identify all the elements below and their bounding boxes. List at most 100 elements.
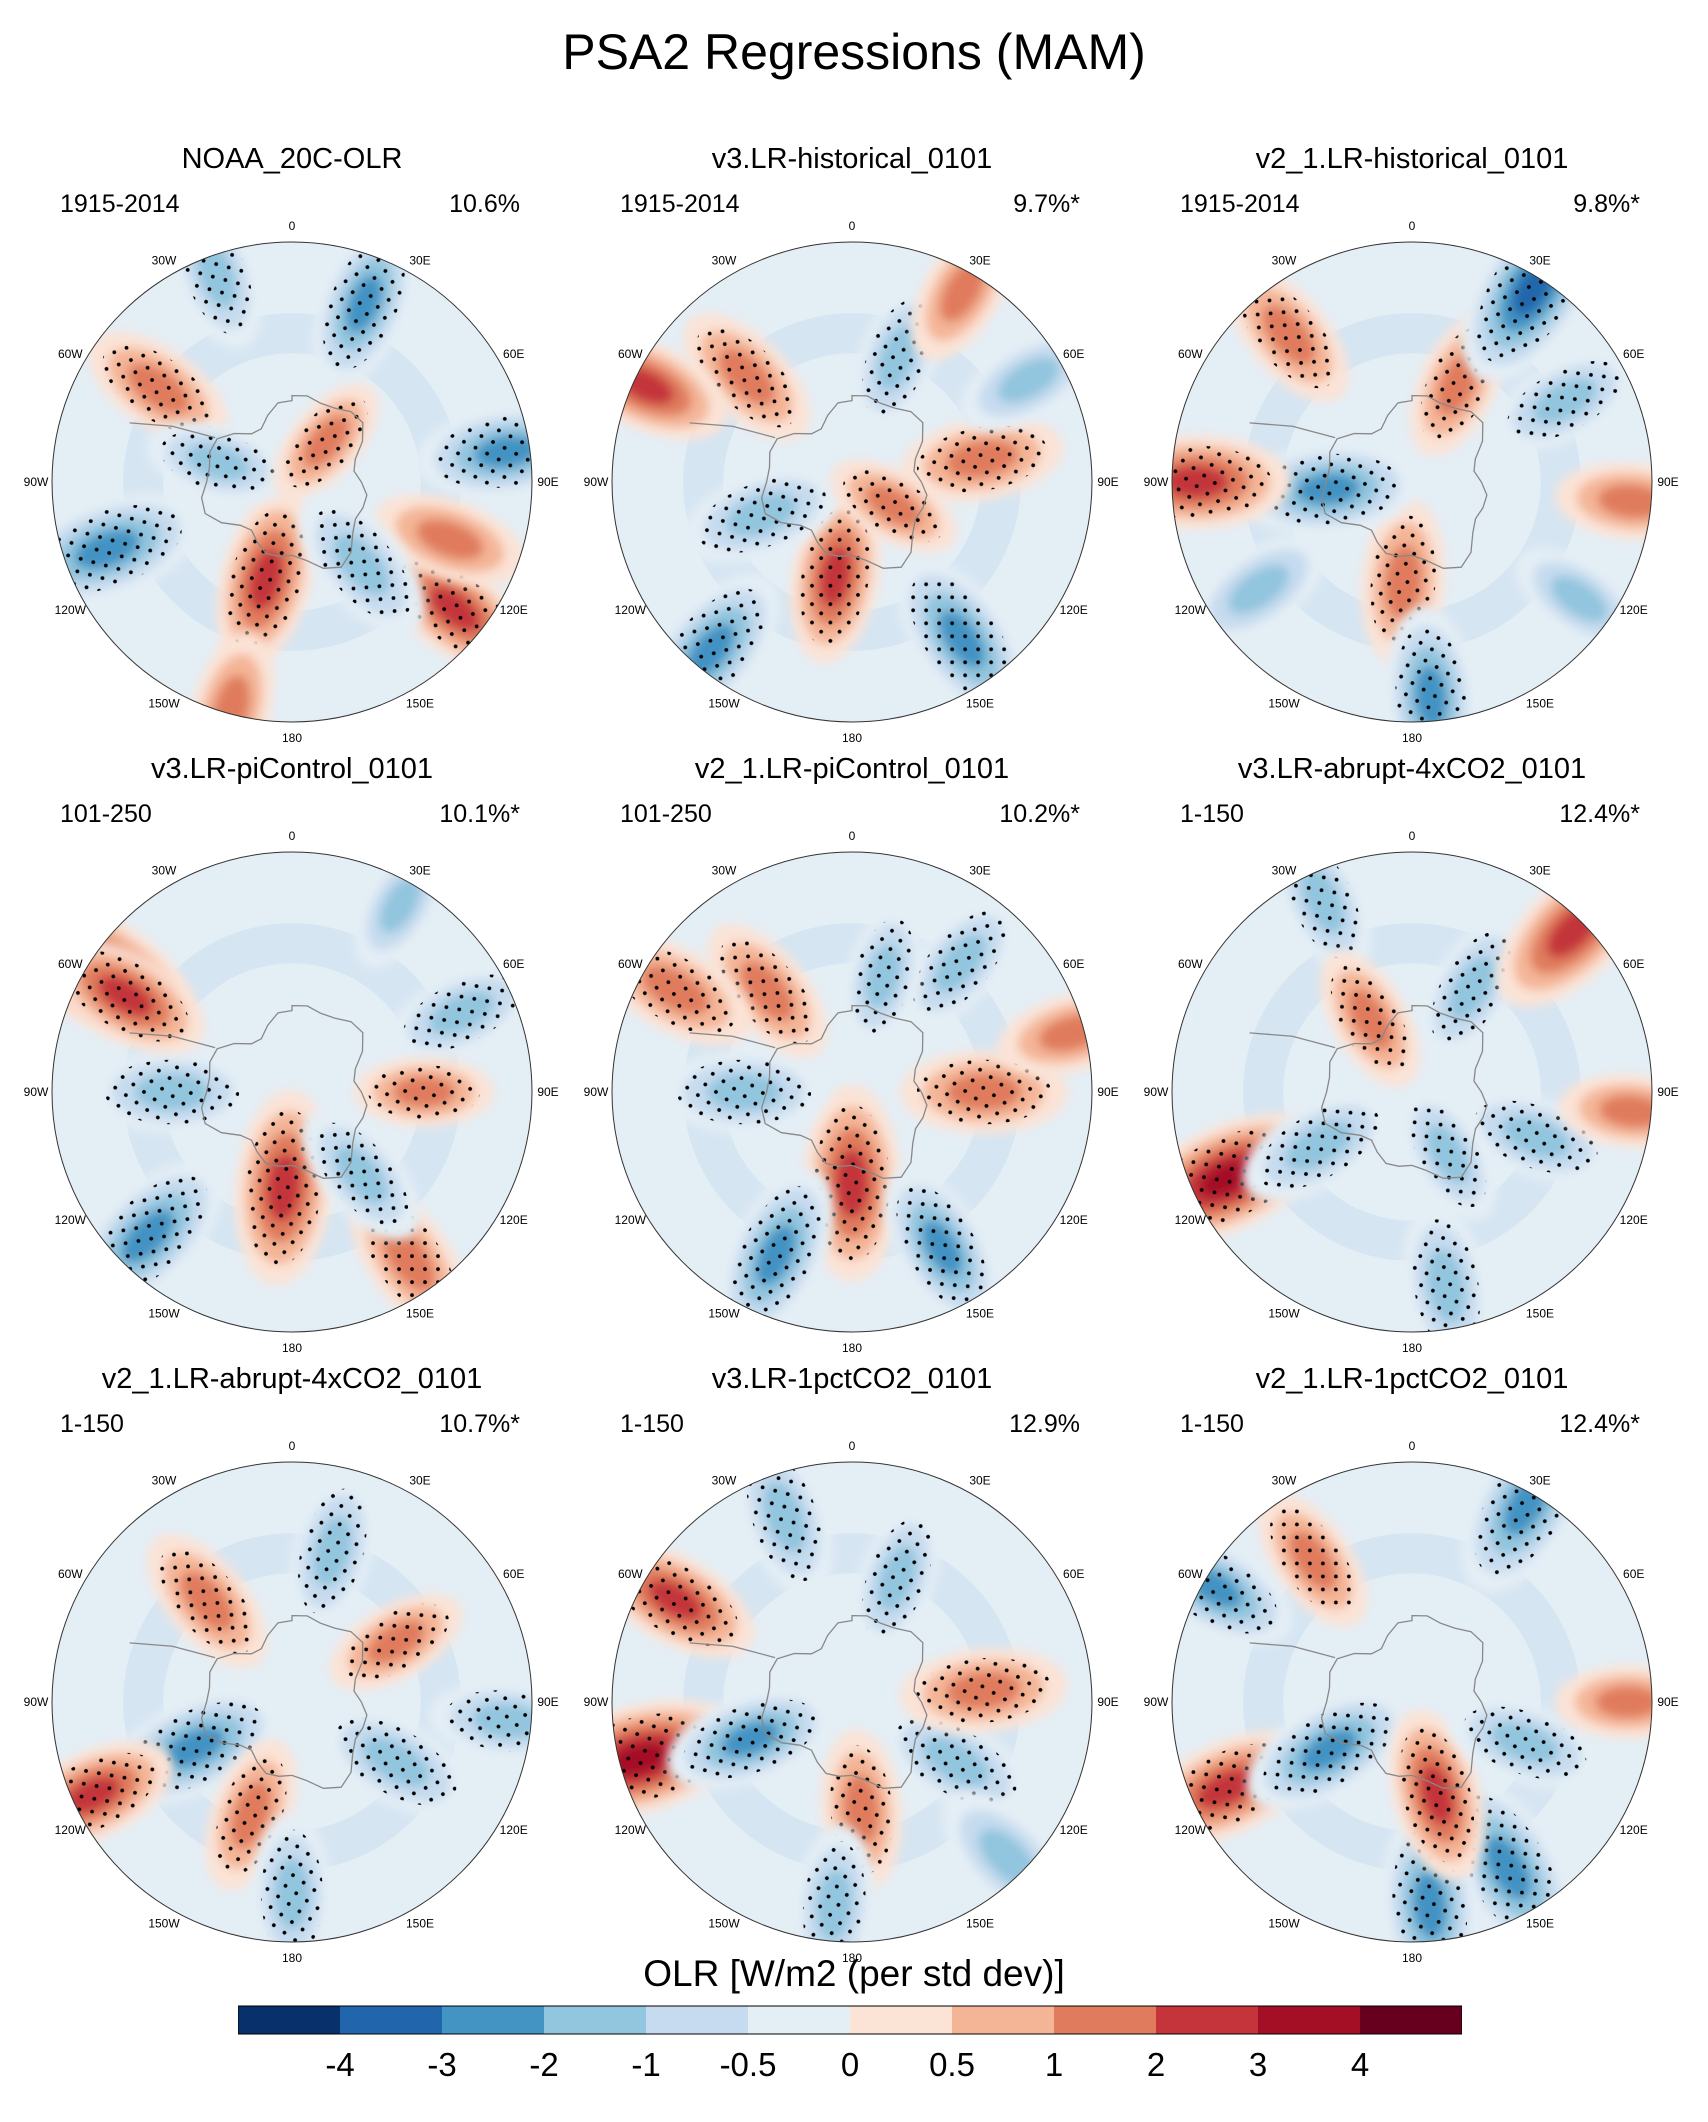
colorbar-tick-label: -4 (325, 2046, 354, 2083)
south-america-coastline (1249, 1032, 1336, 1049)
anomaly-contour (1228, 564, 1290, 614)
panel-variance: 9.8%* (1573, 190, 1640, 218)
panel-years: 101-250 (60, 800, 152, 828)
longitude-label: 90E (537, 475, 558, 489)
anomaly-contour (379, 876, 421, 933)
colorbar-tick-label: 3 (1249, 2046, 1267, 2083)
colorbar-swatch (1360, 2006, 1462, 2034)
positive-anomaly (188, 632, 275, 722)
colorbar-tick-label: -0.5 (720, 2046, 777, 2083)
anomaly-contour (1597, 484, 1652, 519)
anomaly-contour (1599, 1094, 1652, 1128)
longitude-label: 0 (289, 829, 296, 843)
panel-years: 1915-2014 (60, 190, 180, 218)
significance-stipple (1255, 453, 1401, 525)
longitude-label: 120W (615, 1213, 647, 1227)
significance-stipple (746, 1462, 823, 1582)
longitude-label: 90E (1097, 1695, 1118, 1709)
panel-variance: 10.6% (449, 190, 520, 218)
panel-variance: 12.4%* (1559, 1410, 1640, 1438)
polar-map: 0 30E 60E 90E 120E 150E 180 150W 120W 90W 60W 30W (1144, 1439, 1679, 1965)
significance-stipple (895, 1718, 1017, 1806)
longitude-label: 30W (1272, 863, 1297, 877)
longitude-label: 30E (969, 1473, 990, 1487)
longitude-label: 120W (55, 603, 87, 617)
antarctica-coastline (1320, 1004, 1488, 1179)
map-panel: v3.LR-historical_0101 1915-2014 9.7%* 0 30E 6… (568, 142, 1136, 782)
panel-years: 1-150 (620, 1410, 684, 1438)
longitude-label: 150W (1268, 697, 1300, 711)
colorbar-swatch (952, 2006, 1054, 2034)
longitude-label: 120W (55, 1823, 87, 1837)
longitude-label: 0 (1409, 1439, 1416, 1453)
colorbar-tick-label: -2 (529, 2046, 558, 2083)
colorbar-title: OLR [W/m2 (per std dev)] (643, 1953, 1065, 1994)
longitude-label: 150W (708, 1307, 740, 1321)
map-panel: v3.LR-1pctCO2_0101 1-150 12.9% 0 30E 60E 90E 12… (568, 1362, 1136, 2002)
antarctica-coastline (760, 1614, 928, 1789)
panel-years: 1-150 (1180, 1410, 1244, 1438)
antarctica-coastline (200, 1614, 368, 1789)
polar-map: 0 30E 60E 90E 120E 150E 180 150W 120W 90W 60W 30W (584, 829, 1119, 1355)
longitude-label: 30E (1529, 863, 1550, 877)
longitude-label: 90E (1097, 1085, 1118, 1099)
longitude-label: 0 (849, 219, 856, 233)
figure-title: PSA2 Regressions (MAM) (562, 24, 1146, 80)
anomaly-contour (997, 357, 1060, 403)
significance-stipple (916, 1657, 1051, 1724)
panel-title: v2_1.LR-1pctCO2_0101 (1255, 1363, 1569, 1395)
longitude-label: 180 (1402, 1341, 1422, 1355)
map-panel: NOAA_20C-OLR 1915-2014 10.6% 0 30E 60E 90E 120E… (8, 142, 576, 782)
longitude-label: 30W (1272, 253, 1297, 267)
longitude-label: 0 (1409, 829, 1416, 843)
positive-anomaly (1558, 1074, 1652, 1149)
colorbar-swatch (748, 2006, 850, 2034)
longitude-label: 60W (1178, 957, 1203, 971)
longitude-label: 60E (503, 347, 524, 361)
significance-stipple (284, 395, 368, 488)
south-america-coastline (1249, 1642, 1336, 1659)
map-border (1171, 851, 1653, 1333)
colorbar-tick-label: 2 (1147, 2046, 1165, 2083)
longitude-label: 60E (1063, 347, 1084, 361)
longitude-label: 120E (1620, 603, 1648, 617)
longitude-label: 30E (969, 863, 990, 877)
longitude-label: 90W (24, 1085, 49, 1099)
longitude-label: 120E (1060, 1213, 1088, 1227)
significance-stipple (104, 1059, 240, 1125)
panel-variance: 12.4%* (1559, 800, 1640, 828)
significance-stipple (368, 1065, 480, 1119)
antarctica-coastline (760, 394, 928, 569)
panel-title: v3.LR-1pctCO2_0101 (711, 1363, 993, 1395)
significance-stipple (102, 343, 214, 434)
significance-stipple (802, 1841, 866, 1942)
longitude-label: 150W (1268, 1917, 1300, 1931)
significance-stipple (1395, 624, 1467, 722)
significance-stipple (444, 1690, 532, 1752)
longitude-label: 120W (1175, 603, 1207, 617)
south-america-coastline (1249, 422, 1336, 439)
panel-title: v3.LR-historical_0101 (711, 143, 993, 175)
polar-map: 0 30E 60E 90E 120E 150E 180 150W 120W 90W 60W 30W (584, 219, 1119, 745)
significance-stipple (909, 573, 1015, 705)
map-border (1171, 241, 1653, 723)
longitude-label: 120W (615, 603, 647, 617)
map-panel: v2_1.LR-piControl_0101 101-250 10.2%* 0 30E 6… (568, 752, 1136, 1392)
longitude-label: 90W (584, 475, 609, 489)
significance-stipple (227, 508, 305, 651)
significance-stipple (433, 415, 532, 488)
longitude-label: 150W (148, 1307, 180, 1321)
significance-stipple (160, 430, 276, 494)
longitude-label: 30E (409, 863, 430, 877)
panel-title: v2_1.LR-abrupt-4xCO2_0101 (101, 1363, 483, 1395)
significance-stipple (896, 1184, 988, 1311)
longitude-label: 150W (1268, 1307, 1300, 1321)
panel-variance: 10.1%* (439, 800, 520, 828)
polar-map: 0 30E 60E 90E 120E 150E 180 150W 120W 90W 60W 30W (1144, 829, 1679, 1355)
significance-stipple (1330, 965, 1410, 1074)
longitude-label: 30W (152, 1473, 177, 1487)
significance-stipple (843, 469, 944, 543)
significance-stipple (913, 911, 1007, 1016)
longitude-label: 60W (58, 347, 83, 361)
significance-stipple (676, 1059, 812, 1125)
